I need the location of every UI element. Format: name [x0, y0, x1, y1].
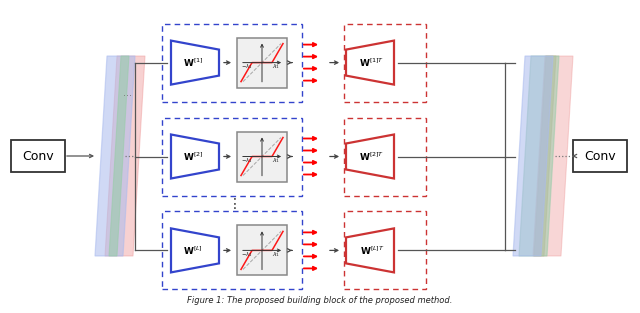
Polygon shape	[533, 56, 573, 256]
Text: $-\lambda_1$: $-\lambda_1$	[241, 250, 253, 259]
FancyBboxPatch shape	[237, 225, 287, 275]
Text: $\vdots$: $\vdots$	[227, 196, 237, 211]
Text: $\lambda_1$: $\lambda_1$	[272, 62, 280, 71]
Polygon shape	[513, 56, 553, 256]
Polygon shape	[534, 56, 556, 256]
Text: ...: ...	[122, 88, 131, 98]
Text: $\mathbf{W}^{[2]}$: $\mathbf{W}^{[2]}$	[183, 150, 204, 163]
Polygon shape	[95, 56, 135, 256]
FancyBboxPatch shape	[237, 38, 287, 88]
Polygon shape	[105, 56, 145, 256]
Text: $\mathbf{W}^{[2]T}$: $\mathbf{W}^{[2]T}$	[360, 150, 385, 163]
Text: Conv: Conv	[584, 150, 616, 162]
Text: $\lambda_1$: $\lambda_1$	[272, 250, 280, 259]
Text: Figure 1: The proposed building block of the proposed method.: Figure 1: The proposed building block of…	[188, 296, 452, 305]
Text: $-\lambda_1$: $-\lambda_1$	[241, 62, 253, 71]
FancyBboxPatch shape	[237, 131, 287, 182]
Polygon shape	[109, 56, 129, 256]
FancyBboxPatch shape	[11, 140, 65, 172]
Text: $-\lambda_1$: $-\lambda_1$	[241, 156, 253, 165]
Text: $\mathbf{W}^{[L]T}$: $\mathbf{W}^{[L]T}$	[360, 244, 385, 257]
Text: Conv: Conv	[22, 150, 54, 162]
Text: $\mathbf{W}^{[1]}$: $\mathbf{W}^{[1]}$	[183, 56, 204, 69]
Polygon shape	[519, 56, 559, 256]
Text: $\mathbf{W}^{[1]T}$: $\mathbf{W}^{[1]T}$	[360, 56, 385, 69]
Text: $\lambda_1$: $\lambda_1$	[272, 156, 280, 165]
Text: $\mathbf{W}^{[L]}$: $\mathbf{W}^{[L]}$	[183, 244, 203, 257]
FancyBboxPatch shape	[573, 140, 627, 172]
